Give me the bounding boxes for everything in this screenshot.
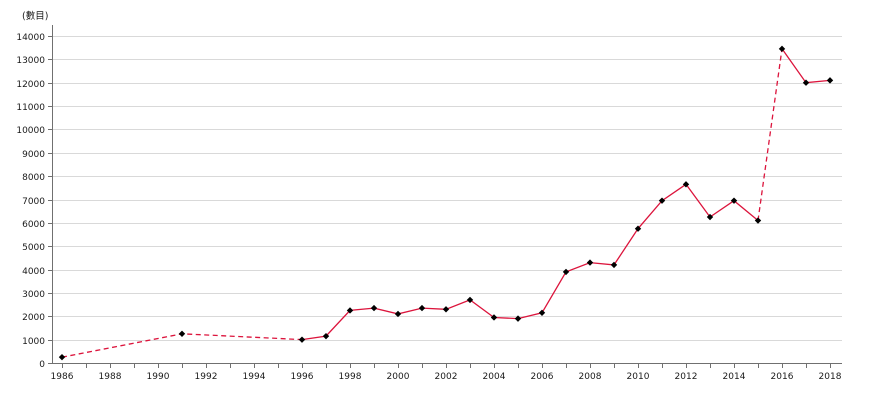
x-axis-label: 2004 [483,372,506,382]
y-axis-label: 14000 [16,33,45,43]
data-point-marker-2005 [514,315,522,322]
y-axis-label: 0 [39,360,45,370]
x-axis-label: 1998 [339,372,362,382]
y-axis-label: 5000 [22,243,45,253]
data-point-marker-2015 [754,217,762,224]
y-axis-label: 1000 [22,337,45,347]
y-axis-label: 8000 [22,173,45,183]
series-segment-actual-2016-2018-solid [781,48,831,84]
x-axis-label: 2016 [771,372,794,382]
y-axis-label: 10000 [16,126,45,136]
y-axis-label: 3000 [22,290,45,300]
data-point-marker-1999 [370,304,378,312]
y-axis-label: 2000 [22,313,45,323]
data-point-marker-2001 [418,304,426,312]
data-point-marker-1998 [346,307,354,314]
x-axis-label: 1990 [147,372,170,382]
y-axis-label: 9000 [22,150,45,160]
data-point-marker-2009 [610,261,618,269]
y-axis-label: 4000 [22,267,45,277]
x-axis-label: 1986 [51,372,74,382]
x-axis-label: 2002 [435,372,458,382]
data-point-marker-2011 [658,197,666,204]
data-point-marker-2006 [538,309,546,316]
series-segment-actual-1996-2015-solid [301,183,759,341]
data-point-marker-2013 [706,213,714,221]
x-axis-label: 2012 [675,372,698,382]
data-point-marker-1991 [178,330,186,338]
y-axis-label: 13000 [16,56,45,66]
data-point-marker-2017 [802,79,810,86]
data-point-marker-2004 [490,314,498,321]
y-axis-label: 7000 [22,197,45,207]
x-axis-label: 2010 [627,372,650,382]
x-axis-label: 1988 [99,372,122,382]
data-point-marker-2014 [730,197,738,204]
series-segment-break-2015-2016-dashed [757,48,783,221]
x-axis-label: 2008 [579,372,602,382]
y-axis-label: 11000 [16,103,45,113]
data-point-marker-1996 [298,336,306,343]
series-segment-estimate-1986-1996-dashed [61,333,303,358]
data-point-marker-2007 [562,268,570,276]
data-point-marker-1997 [322,332,330,340]
data-point-marker-2010 [634,225,642,232]
x-axis-label: 1994 [243,372,266,382]
y-axis-unit-label: (數目) [22,11,49,22]
data-point-marker-2008 [586,259,594,266]
data-point-marker-2016 [778,45,786,53]
y-axis-label: 12000 [16,80,45,90]
data-point-marker-2003 [466,296,474,304]
x-axis-label: 2006 [531,372,554,382]
data-point-marker-2002 [442,306,450,313]
x-axis-label: 2000 [387,372,410,382]
data-point-marker-2000 [394,310,402,318]
x-axis-label: 1996 [291,372,314,382]
data-point-marker-1986 [58,353,66,361]
y-axis-label: 6000 [22,220,45,230]
x-axis-label: 1992 [195,372,218,382]
data-point-marker-2018 [826,77,834,84]
x-axis-label: 2018 [819,372,842,382]
x-axis-label: 2014 [723,372,746,382]
data-point-marker-2012 [682,181,690,188]
